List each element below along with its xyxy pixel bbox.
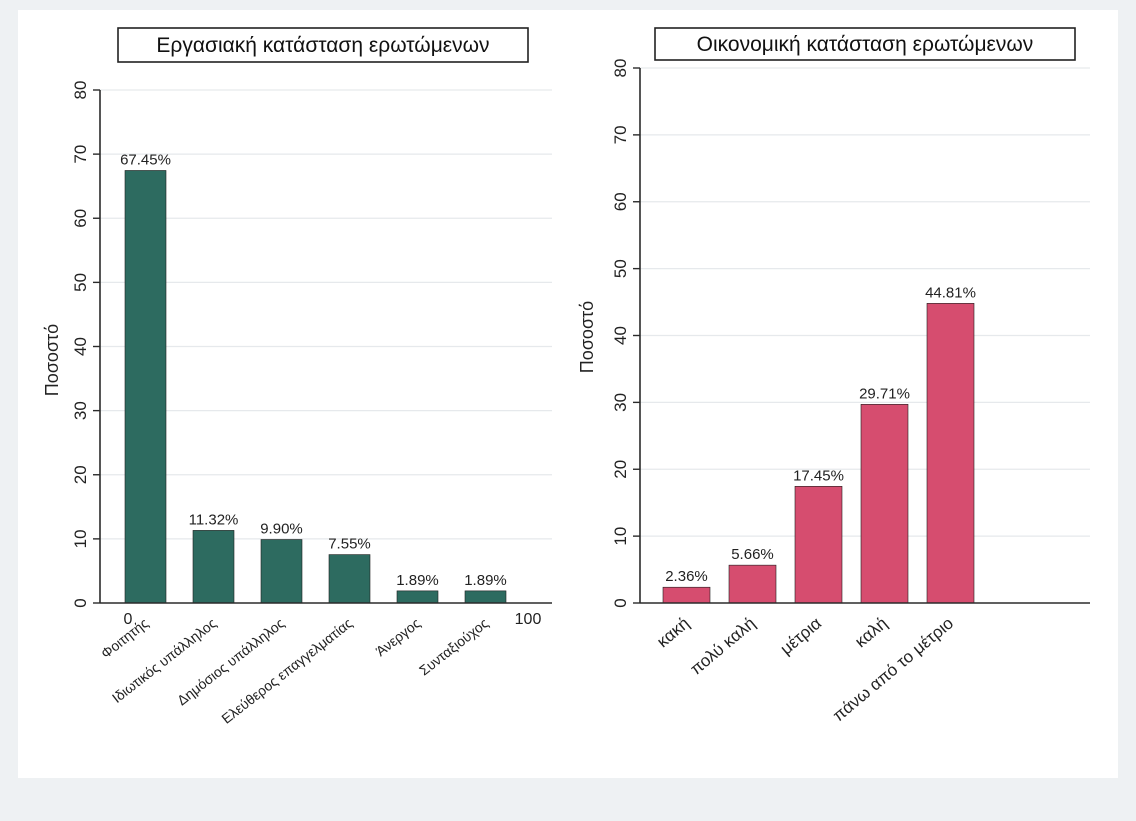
gridlines: [100, 89, 552, 540]
y-tick-label: 20: [71, 465, 90, 484]
title-text: Εργασιακή κατάσταση ερωτώμενων: [156, 34, 489, 57]
axes: 0 10 20 30 40 50 60 70 80: [611, 59, 1090, 608]
y-tick-label: 40: [71, 337, 90, 356]
bar: [192, 530, 235, 604]
bar: [662, 586, 711, 604]
y-tick-label: 20: [611, 460, 630, 479]
y-tick-label: 30: [611, 393, 630, 412]
chart-title: Εργασιακή κατάσταση ερωτώμενων: [117, 27, 529, 63]
title-text: Οικονομική κατάσταση ερωτώμενων: [697, 33, 1034, 56]
y-tick-label: 60: [611, 192, 630, 211]
x-range-end-label: 100: [515, 611, 542, 628]
y-tick-label: 50: [611, 259, 630, 278]
y-tick-label: 10: [611, 527, 630, 546]
bars: [662, 303, 975, 604]
y-tick-label: 0: [71, 598, 90, 607]
bar: [260, 539, 303, 604]
bar: [794, 486, 843, 604]
value-label: 11.32%: [189, 511, 239, 528]
y-tick-label: 60: [71, 209, 90, 228]
y-tick-label: 40: [611, 326, 630, 345]
value-label: 2.36%: [665, 568, 708, 585]
y-tick-label: 70: [611, 125, 630, 144]
bar: [926, 303, 975, 604]
bar: [464, 590, 507, 604]
value-label: 67.45%: [120, 151, 171, 168]
y-tick-label: 80: [611, 59, 630, 78]
x-range-start-label: 0: [124, 611, 133, 628]
bars: [124, 170, 507, 604]
bar: [396, 590, 439, 604]
title-box: [654, 27, 1076, 61]
value-label: 17.45%: [793, 467, 844, 484]
y-axis-label: Ποσοστό: [42, 324, 62, 396]
value-label: 44.81%: [925, 284, 976, 301]
bar: [328, 554, 371, 604]
bar: [124, 170, 167, 604]
y-tick-label: 70: [71, 145, 90, 164]
y-tick-label: 80: [71, 81, 90, 100]
value-label: 1.89%: [396, 572, 439, 589]
y-tick-label: 0: [611, 598, 630, 607]
bar: [860, 404, 909, 604]
chart-title: Οικονομική κατάσταση ερωτώμενων: [654, 27, 1076, 61]
y-axis-label: Ποσοστό: [577, 301, 597, 373]
bar: [728, 564, 777, 604]
value-label: 29.71%: [859, 385, 910, 402]
value-label: 7.55%: [328, 536, 371, 553]
axes: 0 10 20 30 40 50 60 70 80: [71, 81, 552, 608]
y-tick-label: 50: [71, 273, 90, 292]
y-tick-label: 10: [71, 529, 90, 548]
value-label: 5.66%: [731, 546, 774, 563]
value-label: 1.89%: [464, 572, 507, 589]
value-label: 9.90%: [260, 521, 303, 538]
title-box: [117, 27, 529, 63]
y-tick-label: 30: [71, 401, 90, 420]
